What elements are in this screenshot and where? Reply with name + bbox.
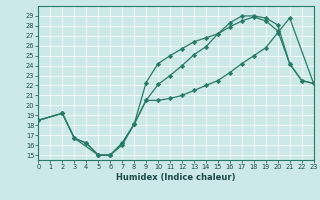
X-axis label: Humidex (Indice chaleur): Humidex (Indice chaleur) bbox=[116, 173, 236, 182]
